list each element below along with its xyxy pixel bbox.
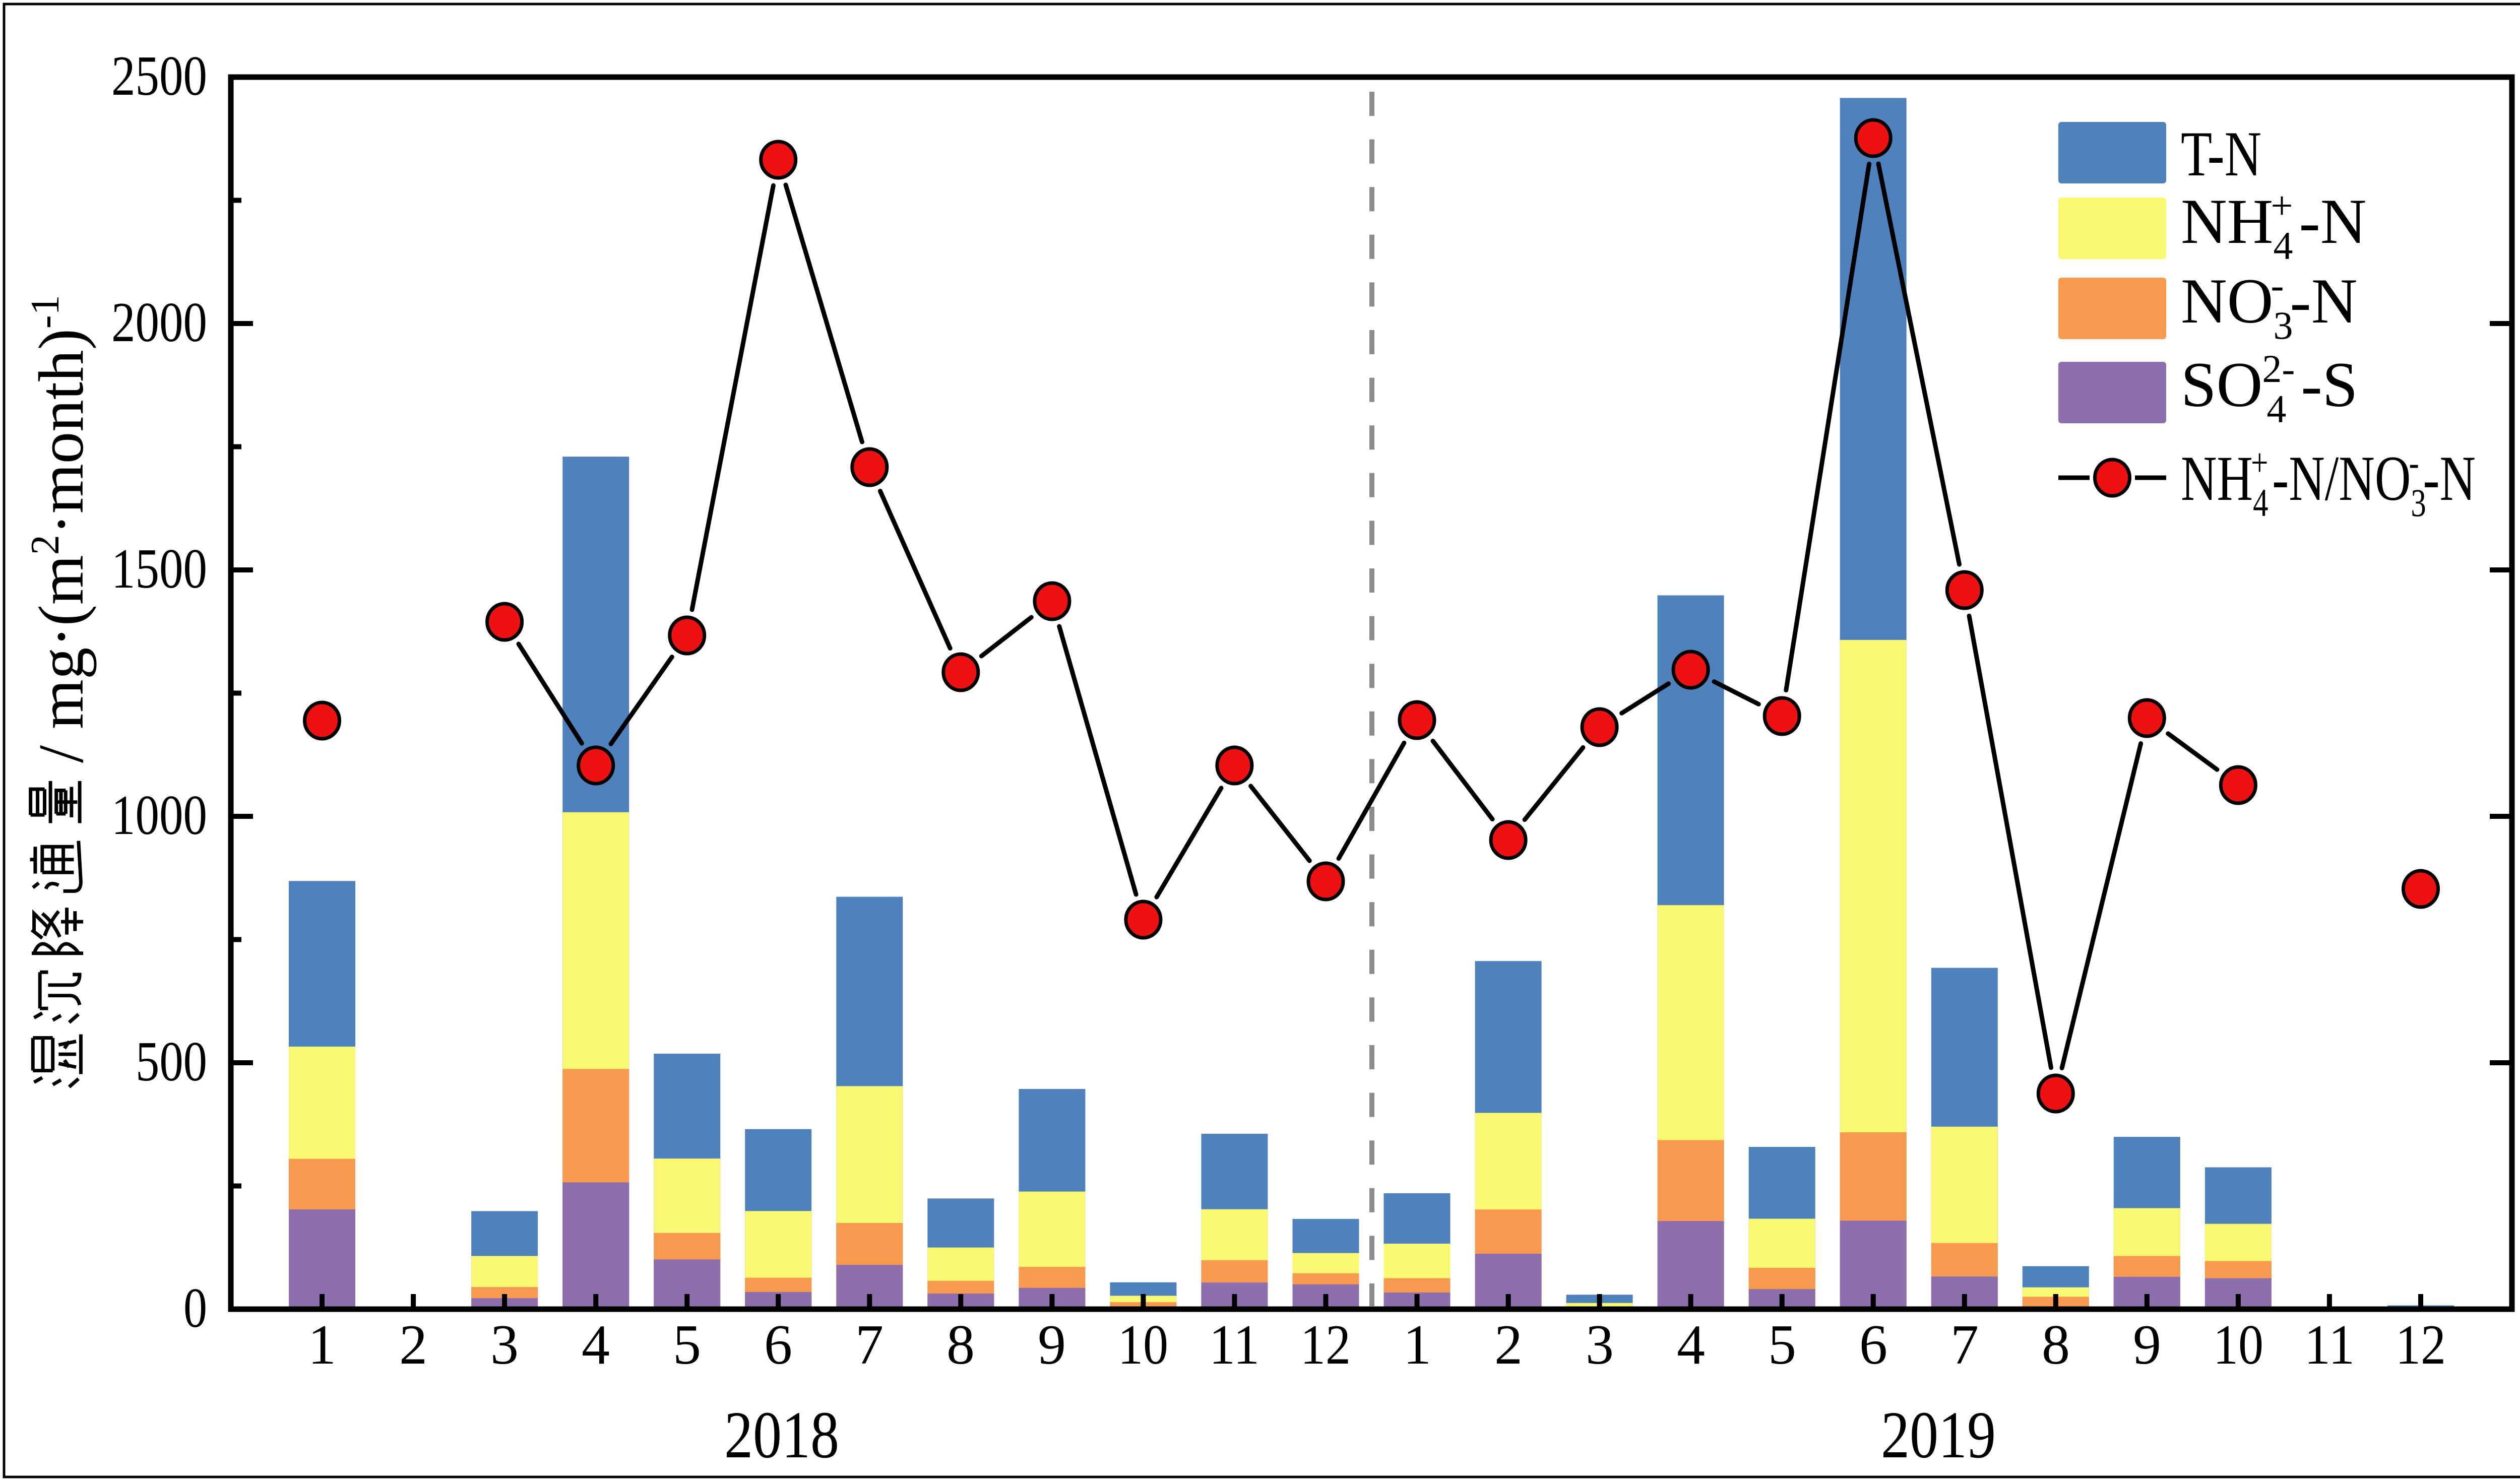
svg-text:5: 5: [1768, 1314, 1796, 1376]
svg-text:2500: 2500: [111, 45, 207, 107]
svg-text:NO3--N: NO3--N: [2181, 263, 2357, 347]
svg-text:6: 6: [1859, 1314, 1887, 1376]
svg-text:10: 10: [2213, 1314, 2263, 1376]
svg-text:2: 2: [399, 1314, 427, 1376]
svg-text:5: 5: [673, 1314, 701, 1376]
svg-text:2018: 2018: [724, 1397, 839, 1472]
svg-text:6: 6: [764, 1314, 792, 1376]
svg-text:2000: 2000: [111, 291, 207, 354]
svg-text:9: 9: [2133, 1314, 2161, 1376]
svg-text:1000: 1000: [111, 784, 207, 847]
svg-text:1: 1: [1403, 1314, 1431, 1376]
svg-text:4: 4: [582, 1314, 610, 1376]
svg-text:T-N: T-N: [2181, 119, 2261, 189]
svg-text:NH4+-N: NH4+-N: [2181, 183, 2366, 268]
svg-text:7: 7: [855, 1314, 884, 1376]
svg-text:2019: 2019: [1881, 1397, 1996, 1472]
svg-text:1: 1: [308, 1314, 336, 1376]
svg-text:1500: 1500: [111, 538, 207, 600]
svg-text:10: 10: [1118, 1314, 1168, 1376]
svg-text:12: 12: [1300, 1314, 1351, 1376]
svg-text:9: 9: [1038, 1314, 1066, 1376]
svg-text:500: 500: [136, 1031, 207, 1093]
svg-text:3: 3: [1586, 1314, 1614, 1376]
svg-text:7: 7: [1950, 1314, 1979, 1376]
svg-text:12: 12: [2396, 1314, 2446, 1376]
svg-text:/ mg·(m2·month)-1: / mg·(m2·month)-1: [23, 295, 97, 763]
svg-text:0: 0: [183, 1277, 207, 1339]
svg-text:2: 2: [1494, 1314, 1523, 1376]
svg-text:8: 8: [2042, 1314, 2070, 1376]
svg-text:8: 8: [947, 1314, 975, 1376]
svg-text:11: 11: [1209, 1314, 1259, 1376]
svg-text:3: 3: [490, 1314, 519, 1376]
svg-text:11: 11: [2304, 1314, 2355, 1376]
svg-text:NH4+-N/NO3--N: NH4+-N/NO3--N: [2181, 441, 2476, 525]
svg-text:4: 4: [1677, 1314, 1705, 1376]
